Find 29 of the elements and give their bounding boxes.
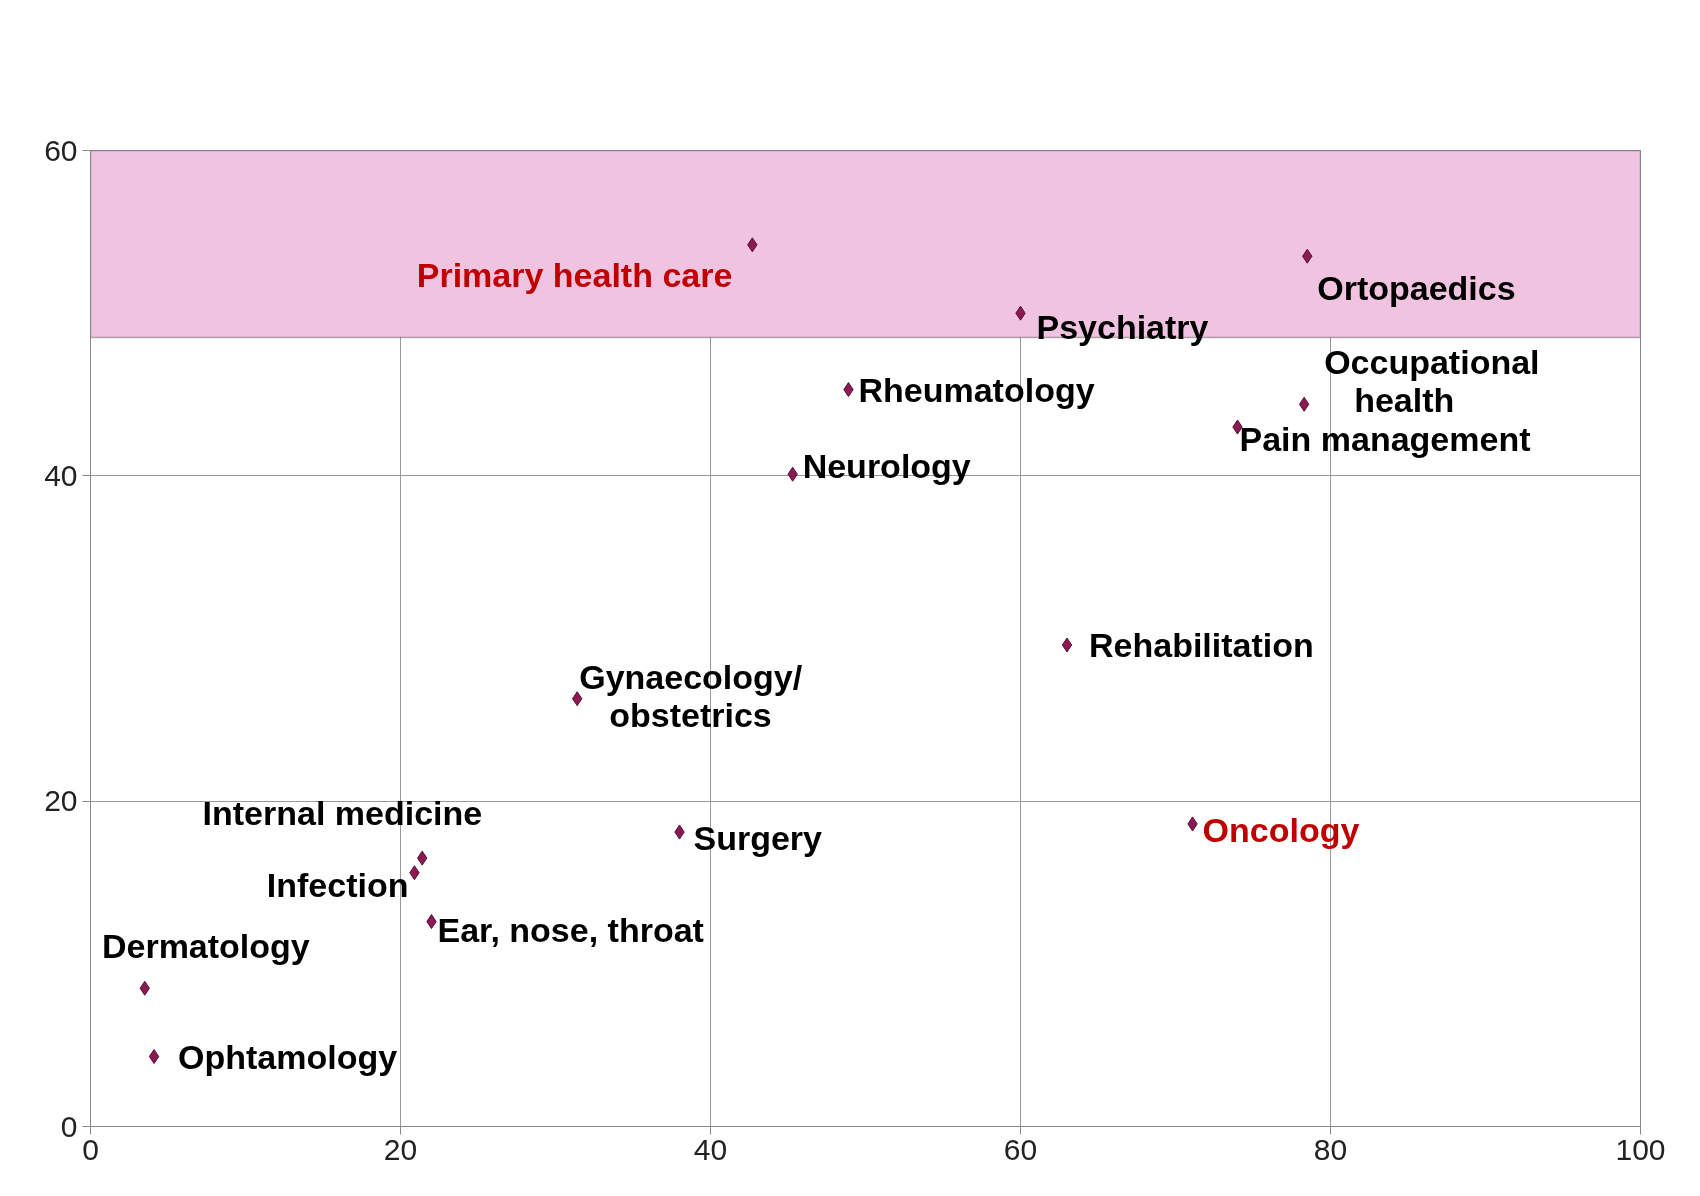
annotation: Rehabilitation <box>1089 626 1314 665</box>
x-tick-label: 80 <box>1313 1132 1348 1166</box>
annotation: Surgery <box>693 819 823 858</box>
annotation: Ortopaedics <box>1317 269 1516 308</box>
annotation: Occupational health <box>1324 343 1540 420</box>
annotation: Ophtamology <box>178 1037 398 1076</box>
x-tick-label: 100 <box>1615 1132 1666 1166</box>
x-tick-label: 20 <box>383 1132 418 1166</box>
annotation: Psychiatry <box>1036 308 1209 347</box>
x-tick-label: 60 <box>1003 1132 1038 1166</box>
annotation: Dermatology <box>101 927 310 966</box>
annotation: Neurology <box>802 447 971 486</box>
annotation: Oncology <box>1202 810 1360 849</box>
point <box>148 1049 160 1065</box>
annotation: Rheumatology <box>858 370 1095 409</box>
annotation: Primary health care <box>416 255 733 294</box>
y-tick-label: 0 <box>60 1109 78 1143</box>
annotation: Infection <box>266 865 409 904</box>
y-tick-label: 40 <box>44 458 78 492</box>
y-tick-label: 60 <box>44 133 78 167</box>
x-tick-label: 0 <box>82 1132 99 1166</box>
annotation: Pain management <box>1239 420 1531 459</box>
point <box>1298 396 1310 412</box>
annotation: Internal medicine <box>202 794 483 833</box>
annotation: Ear, nose, throat <box>437 910 704 949</box>
point <box>1061 637 1073 653</box>
y-tick-label: 20 <box>44 784 78 818</box>
annotation: Gynaecology/ obstetrics <box>579 657 803 734</box>
x-tick-label: 40 <box>693 1132 728 1166</box>
